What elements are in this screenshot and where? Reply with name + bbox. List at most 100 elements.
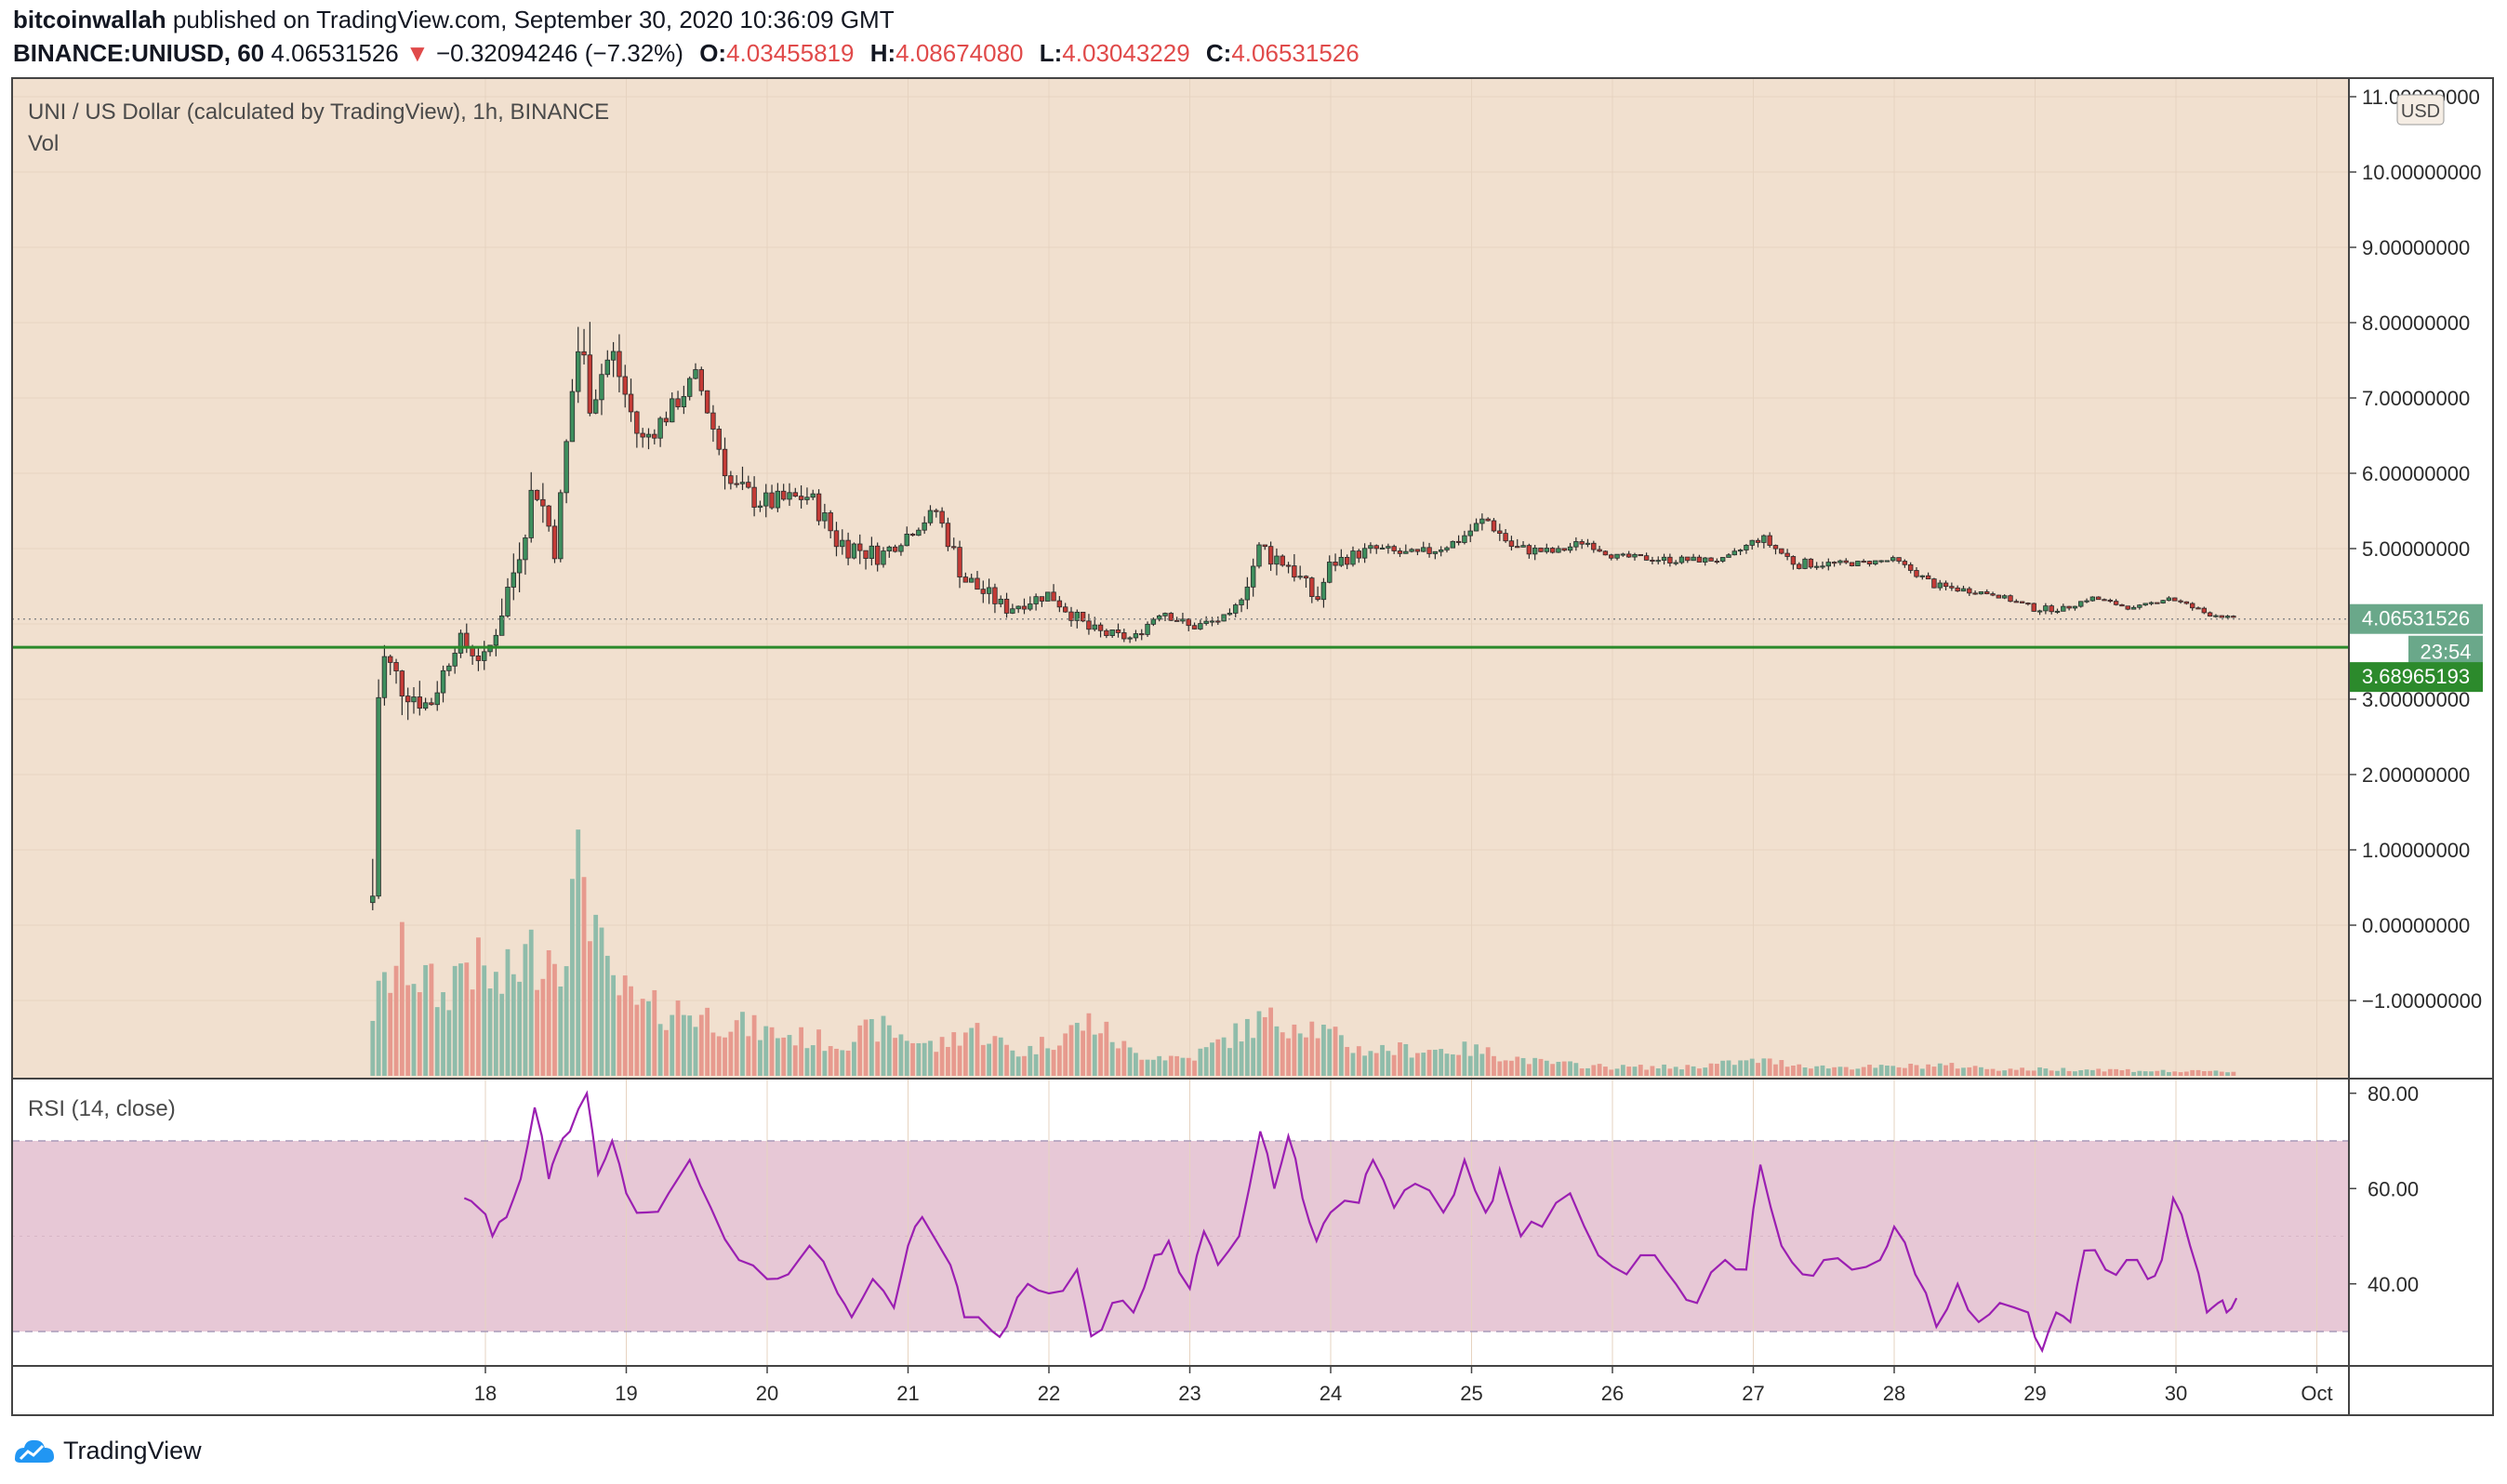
volume-bar (1949, 1063, 1955, 1076)
volume-bar (1626, 1067, 1632, 1076)
volume-bar (810, 1045, 816, 1076)
volume-bar (1544, 1060, 1549, 1076)
chart-frame (11, 77, 2494, 1416)
time-axis-label: 19 (615, 1382, 637, 1405)
candle-body (1520, 545, 1526, 548)
volume-bar (1086, 1013, 1092, 1076)
volume-bar (1139, 1059, 1145, 1076)
rsi-legend[interactable]: RSI (14, close) (28, 1096, 176, 1121)
candle-body (1678, 556, 1685, 563)
volume-bar (2073, 1071, 2077, 1076)
candle-body (1990, 593, 1996, 596)
volume-bar (546, 949, 551, 1076)
candle-body (1943, 582, 1949, 588)
volume-bar (992, 1036, 998, 1076)
volume-bar (934, 1052, 939, 1076)
candle-body (739, 482, 746, 484)
volume-bar (698, 1014, 704, 1076)
volume-bar (1603, 1067, 1608, 1076)
volume-bar (804, 1048, 810, 1076)
candle-body (980, 589, 986, 594)
rsi-line (463, 1090, 2238, 1354)
candle-body (587, 354, 593, 414)
volume-bar (1056, 1045, 1062, 1076)
candle-body (780, 490, 787, 500)
volume-bar (570, 879, 575, 1076)
volume-bar (1028, 1045, 1033, 1076)
volume-bar (1761, 1058, 1767, 1076)
candle-body (405, 696, 411, 703)
candle-body (1585, 542, 1591, 545)
symbol-name[interactable]: BINANCE:UNIUSD, 60 (13, 39, 265, 67)
volume-bar (1673, 1067, 1678, 1076)
candle-body (892, 546, 898, 552)
candle-body (1021, 605, 1028, 610)
last-price-tag[interactable] (2350, 603, 2483, 634)
volume-bar (1162, 1060, 1168, 1076)
volume-bar (1579, 1068, 1585, 1076)
candle-body (998, 598, 1003, 604)
candle-body (986, 587, 992, 594)
candle-body (804, 497, 810, 500)
volume-bar (1556, 1061, 1561, 1076)
candle-body (792, 492, 798, 497)
volume-bar (1931, 1067, 1937, 1076)
candle-body (1737, 550, 1744, 552)
candle-body (2219, 615, 2224, 618)
candle-body (1051, 591, 1056, 602)
candle-body (1292, 565, 1297, 578)
candle-body (1274, 555, 1280, 565)
volume-bar (734, 1020, 739, 1076)
volume-bar (2208, 1070, 2213, 1076)
volume-bar (1943, 1065, 1948, 1076)
candle-body (1438, 550, 1444, 552)
volume-bar (758, 1040, 763, 1076)
candle-body (1591, 542, 1597, 550)
candle-body (2061, 605, 2066, 612)
candle-body (1203, 620, 1209, 624)
volume-bar (1456, 1054, 1462, 1076)
candle-body (1062, 606, 1068, 613)
support-price-tag[interactable] (2350, 662, 2483, 693)
volume-bar (1045, 1048, 1051, 1076)
candle-body (2089, 596, 2096, 602)
volume-bar (622, 975, 628, 1076)
candle-body (482, 651, 487, 661)
candle-body (505, 587, 511, 616)
volume-bar (1467, 1055, 1473, 1076)
volume-bar (1855, 1068, 1861, 1076)
volume-bar (951, 1032, 957, 1076)
volume-bar (2025, 1070, 2031, 1076)
volume-bar (728, 1031, 734, 1076)
volume-bar (657, 1024, 663, 1076)
volume-bar (528, 929, 534, 1076)
candle-body (1972, 592, 1978, 595)
volume-bar (2037, 1067, 2042, 1076)
volume-bar (446, 1010, 452, 1076)
candle-body (1790, 556, 1797, 565)
price-axis-label: 8.00000000 (2362, 311, 2470, 335)
volume-bar (1432, 1049, 1438, 1076)
author-name[interactable]: bitcoinwallah (13, 6, 166, 33)
countdown-tag[interactable] (2408, 635, 2483, 666)
main-legend[interactable]: UNI / US Dollar (calculated by TradingVi… (28, 99, 609, 125)
candle-body (464, 632, 470, 648)
volume-bar (640, 999, 645, 1076)
candle-body (857, 543, 863, 551)
volume-bar (1503, 1060, 1508, 1076)
time-axis-label: 20 (756, 1382, 778, 1405)
volume-bar (1421, 1053, 1426, 1076)
candle-body (1356, 550, 1361, 559)
volume-bar (1850, 1069, 1854, 1076)
candle-body (2072, 605, 2078, 609)
candle-body (716, 429, 722, 450)
tradingview-footer[interactable]: TradingView (13, 1432, 202, 1469)
currency-badge[interactable] (2396, 94, 2445, 126)
volume-legend[interactable]: Vol (28, 131, 59, 156)
candle-body (2113, 601, 2119, 605)
volume-bar (1274, 1026, 1280, 1076)
volume-bar (1497, 1061, 1503, 1076)
candle-body (2008, 595, 2013, 603)
candle-body (2207, 612, 2213, 617)
